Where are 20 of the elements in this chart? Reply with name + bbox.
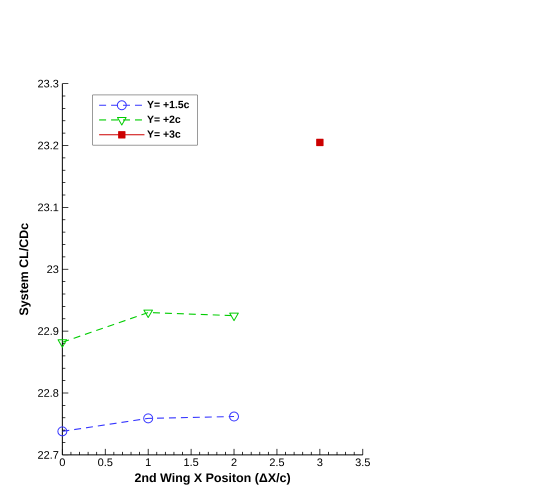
- x-tick-label: 0: [60, 458, 65, 466]
- y-tick-label: 22.7: [38, 451, 58, 459]
- x-tick-label: 2.5: [270, 458, 284, 466]
- legend-label: Y= +1.5c: [147, 100, 190, 108]
- x-tick-label: 0.5: [98, 458, 112, 466]
- x-axis-title: 2nd Wing X Positon (ΔX/c): [134, 472, 290, 485]
- y-tick-label: 23.3: [38, 80, 58, 88]
- y-tick-label: 22.8: [38, 389, 58, 397]
- x-tick-label: 2: [232, 458, 237, 466]
- x-tick-label: 1: [146, 458, 151, 466]
- y-tick-label: 22.9: [38, 327, 58, 335]
- x-tick-label: 3: [317, 458, 322, 466]
- legend-label: Y= +3c: [147, 130, 180, 138]
- legend-label: Y= +2c: [147, 116, 180, 123]
- y-tick-label: 23.1: [38, 203, 58, 212]
- x-tick-label: 1.5: [184, 458, 198, 466]
- y-tick-label: 23.2: [38, 142, 58, 150]
- y-axis-title: System CL/CDc: [19, 223, 31, 316]
- x-tick-label: 3.5: [356, 458, 370, 466]
- y-tick-label: 23: [47, 265, 58, 274]
